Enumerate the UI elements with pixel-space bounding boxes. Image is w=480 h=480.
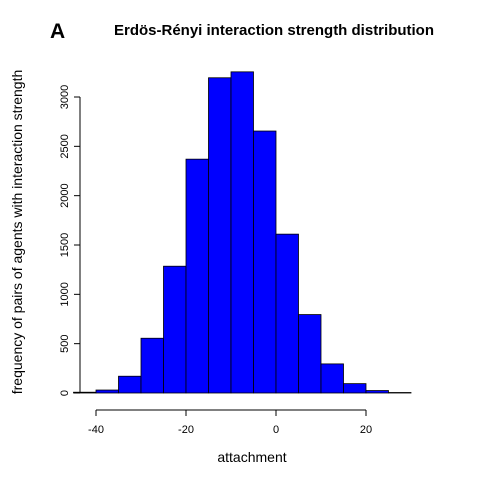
x-axis: -40 -20 0 20	[88, 409, 372, 436]
histogram-bar	[163, 265, 187, 394]
histogram-bar	[253, 130, 277, 394]
y-tick-label: 0	[59, 390, 71, 396]
y-axis: 0 500 1000 1500 2000 2500 3000	[59, 85, 81, 396]
histogram-bar	[230, 71, 254, 394]
x-tick-label: 20	[360, 424, 372, 436]
y-tick-label: 1000	[59, 282, 71, 306]
histogram-bar	[320, 363, 344, 394]
y-tick-label: 2500	[59, 134, 71, 158]
x-axis-label: attachment	[217, 449, 286, 465]
histogram-bar	[298, 314, 322, 394]
x-tick-label: 0	[273, 424, 279, 436]
histogram-bar	[343, 383, 367, 394]
histogram-bar	[95, 389, 119, 394]
y-tick-label: 500	[59, 334, 71, 352]
y-tick-label: 1500	[59, 233, 71, 257]
histogram-bar	[208, 77, 232, 394]
histogram-bar	[275, 233, 299, 394]
histogram-bar	[118, 375, 142, 394]
histogram-bar	[388, 392, 412, 394]
y-tick-label: 2000	[59, 183, 71, 207]
y-tick-label: 3000	[59, 85, 71, 109]
chart-title: Erdös-Rényi interaction strength distrib…	[114, 22, 434, 39]
y-axis-label: frequency of pairs of agents with intera…	[9, 70, 25, 395]
panel-label: A	[50, 20, 65, 43]
histogram-bar	[365, 390, 389, 394]
histogram-bar	[140, 337, 164, 394]
histogram-bar	[185, 158, 209, 394]
bars-group	[73, 71, 412, 394]
x-tick-label: -20	[178, 424, 194, 436]
x-tick-label: -40	[88, 424, 104, 436]
